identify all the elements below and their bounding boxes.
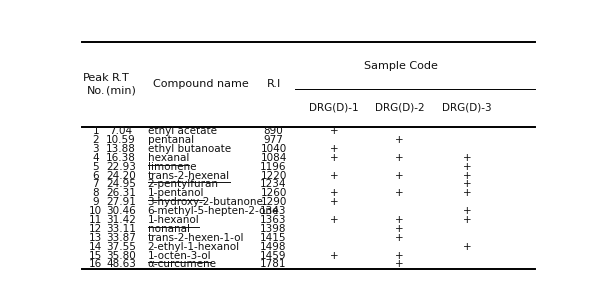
Text: 1398: 1398 bbox=[260, 224, 287, 234]
Text: +: + bbox=[463, 242, 471, 252]
Text: +: + bbox=[463, 153, 471, 163]
Text: 1343: 1343 bbox=[260, 206, 287, 216]
Text: 1415: 1415 bbox=[260, 233, 287, 243]
Text: 1196: 1196 bbox=[260, 162, 287, 172]
Text: 8: 8 bbox=[93, 188, 99, 198]
Text: 27.91: 27.91 bbox=[106, 197, 136, 207]
Text: 6-methyl-5-hepten-2-one: 6-methyl-5-hepten-2-one bbox=[147, 206, 279, 216]
Text: 16: 16 bbox=[89, 260, 102, 269]
Text: 24.20: 24.20 bbox=[106, 171, 136, 181]
Text: 12: 12 bbox=[89, 224, 102, 234]
Text: 13.88: 13.88 bbox=[106, 144, 136, 154]
Text: 1220: 1220 bbox=[260, 171, 287, 181]
Text: 11: 11 bbox=[89, 215, 102, 225]
Text: +: + bbox=[395, 215, 404, 225]
Text: 35.80: 35.80 bbox=[106, 250, 136, 261]
Text: 7: 7 bbox=[93, 179, 99, 189]
Text: 1459: 1459 bbox=[260, 250, 287, 261]
Text: 1040: 1040 bbox=[261, 144, 287, 154]
Text: +: + bbox=[395, 135, 404, 145]
Text: +: + bbox=[463, 188, 471, 198]
Text: +: + bbox=[330, 171, 338, 181]
Text: +: + bbox=[395, 224, 404, 234]
Text: 4: 4 bbox=[93, 153, 99, 163]
Text: 977: 977 bbox=[264, 135, 284, 145]
Text: 1363: 1363 bbox=[260, 215, 287, 225]
Text: 1-pentanol: 1-pentanol bbox=[147, 188, 204, 198]
Text: 1: 1 bbox=[93, 126, 99, 136]
Text: 9: 9 bbox=[93, 197, 99, 207]
Text: +: + bbox=[463, 171, 471, 181]
Text: +: + bbox=[395, 171, 404, 181]
Text: +: + bbox=[395, 233, 404, 243]
Text: α-curcumene: α-curcumene bbox=[147, 260, 217, 269]
Text: 22.93: 22.93 bbox=[106, 162, 136, 172]
Text: 31.42: 31.42 bbox=[106, 215, 136, 225]
Text: +: + bbox=[395, 153, 404, 163]
Text: +: + bbox=[330, 250, 338, 261]
Text: ethyl acetate: ethyl acetate bbox=[147, 126, 217, 136]
Text: +: + bbox=[330, 215, 338, 225]
Text: hexanal: hexanal bbox=[147, 153, 189, 163]
Text: +: + bbox=[463, 162, 471, 172]
Text: +: + bbox=[330, 144, 338, 154]
Text: 5: 5 bbox=[93, 162, 99, 172]
Text: +: + bbox=[330, 126, 338, 136]
Text: 3-hydroxy-2-butanone: 3-hydroxy-2-butanone bbox=[147, 197, 264, 207]
Text: +: + bbox=[463, 215, 471, 225]
Text: +: + bbox=[463, 179, 471, 189]
Text: ethyl butanoate: ethyl butanoate bbox=[147, 144, 231, 154]
Text: +: + bbox=[463, 206, 471, 216]
Text: Compound name: Compound name bbox=[154, 79, 249, 89]
Text: 7.04: 7.04 bbox=[110, 126, 132, 136]
Text: 33.11: 33.11 bbox=[106, 224, 136, 234]
Text: 2-pentylfuran: 2-pentylfuran bbox=[147, 179, 219, 189]
Text: +: + bbox=[395, 260, 404, 269]
Text: 1-octen-3-ol: 1-octen-3-ol bbox=[147, 250, 211, 261]
Text: 15: 15 bbox=[89, 250, 102, 261]
Text: 6: 6 bbox=[93, 171, 99, 181]
Text: trans-2-hexenal: trans-2-hexenal bbox=[147, 171, 230, 181]
Text: 10.59: 10.59 bbox=[106, 135, 136, 145]
Text: 13: 13 bbox=[89, 233, 102, 243]
Text: DRG(D)-3: DRG(D)-3 bbox=[442, 103, 492, 113]
Text: 3: 3 bbox=[93, 144, 99, 154]
Text: 16.38: 16.38 bbox=[106, 153, 136, 163]
Text: 1260: 1260 bbox=[260, 188, 287, 198]
Text: 1781: 1781 bbox=[260, 260, 287, 269]
Text: 1234: 1234 bbox=[260, 179, 287, 189]
Text: 1084: 1084 bbox=[260, 153, 287, 163]
Text: 24.95: 24.95 bbox=[106, 179, 136, 189]
Text: 2: 2 bbox=[93, 135, 99, 145]
Text: 33.87: 33.87 bbox=[106, 233, 136, 243]
Text: 1498: 1498 bbox=[260, 242, 287, 252]
Text: trans-2-hexen-1-ol: trans-2-hexen-1-ol bbox=[147, 233, 244, 243]
Text: 1-hexanol: 1-hexanol bbox=[147, 215, 199, 225]
Text: +: + bbox=[330, 153, 338, 163]
Text: R.T
(min): R.T (min) bbox=[106, 73, 136, 96]
Text: 890: 890 bbox=[264, 126, 284, 136]
Text: +: + bbox=[330, 188, 338, 198]
Text: 48.63: 48.63 bbox=[106, 260, 136, 269]
Text: 10: 10 bbox=[89, 206, 102, 216]
Text: DRG(D)-2: DRG(D)-2 bbox=[374, 103, 424, 113]
Text: 30.46: 30.46 bbox=[106, 206, 136, 216]
Text: Sample Code: Sample Code bbox=[364, 61, 438, 71]
Text: 14: 14 bbox=[89, 242, 102, 252]
Text: DRG(D)-1: DRG(D)-1 bbox=[309, 103, 359, 113]
Text: Peak
No.: Peak No. bbox=[82, 73, 109, 96]
Text: 2-ethyl-1-hexanol: 2-ethyl-1-hexanol bbox=[147, 242, 240, 252]
Text: +: + bbox=[395, 250, 404, 261]
Text: R.I: R.I bbox=[267, 79, 281, 89]
Text: 26.31: 26.31 bbox=[106, 188, 136, 198]
Text: +: + bbox=[395, 188, 404, 198]
Text: pentanal: pentanal bbox=[147, 135, 194, 145]
Text: 1290: 1290 bbox=[260, 197, 287, 207]
Text: nonanal: nonanal bbox=[147, 224, 190, 234]
Text: limonene: limonene bbox=[147, 162, 196, 172]
Text: 37.55: 37.55 bbox=[106, 242, 136, 252]
Text: +: + bbox=[330, 197, 338, 207]
